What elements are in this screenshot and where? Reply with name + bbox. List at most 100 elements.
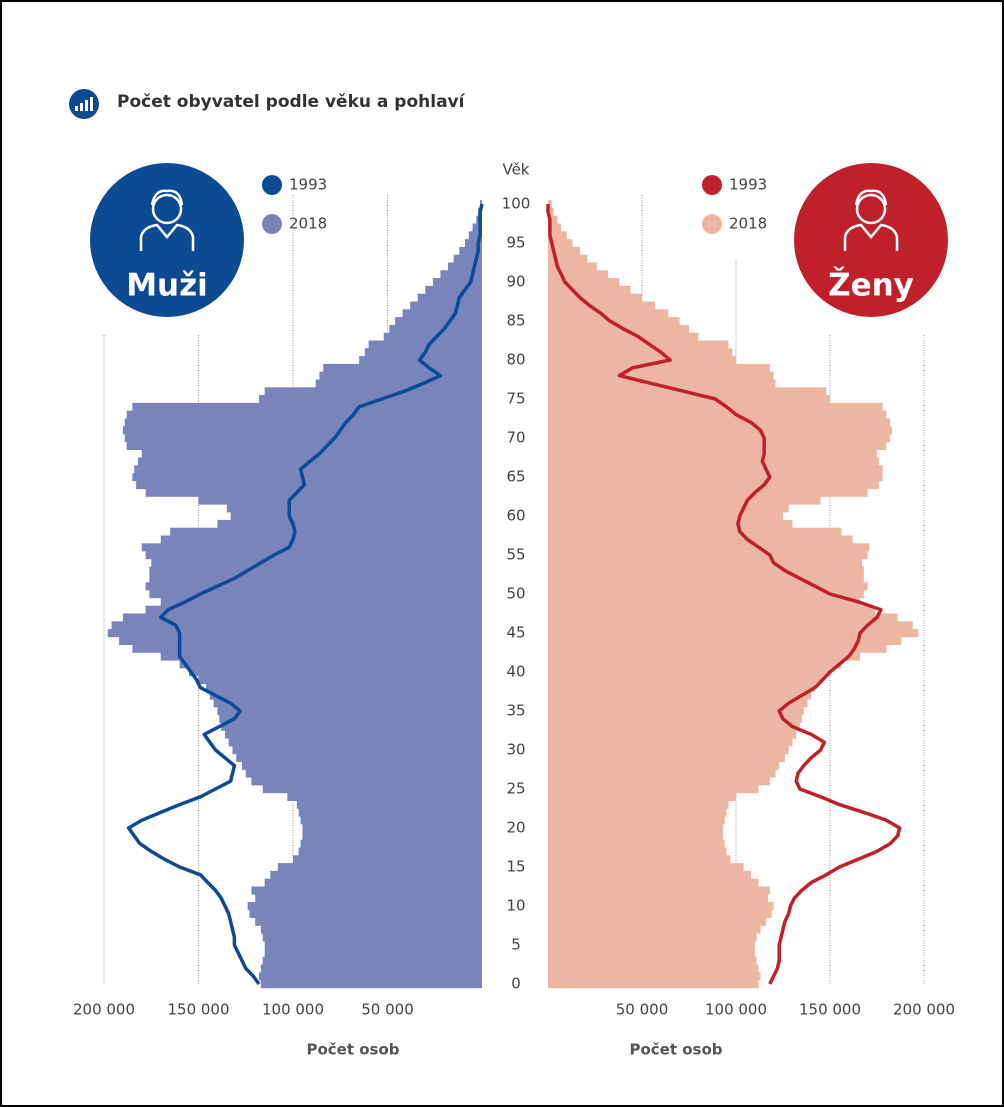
legend-label: 2018 (289, 215, 327, 233)
bar (548, 831, 723, 840)
bar (410, 301, 482, 310)
person-icon (843, 189, 899, 251)
legend-swatch (262, 175, 282, 195)
y-tick-label: 25 (506, 780, 525, 798)
bar (149, 574, 483, 583)
y-tick-label: 50 (506, 585, 525, 603)
bar (209, 691, 482, 700)
y-tick-label: 70 (506, 429, 525, 447)
bar (548, 925, 761, 934)
badge-circle (90, 163, 244, 317)
bar (548, 551, 868, 560)
bar (425, 285, 482, 294)
bar (548, 808, 727, 817)
bar (548, 948, 755, 957)
bar (548, 761, 780, 770)
y-tick-label: 80 (506, 351, 525, 369)
bar (149, 590, 483, 599)
y-tick-label: 55 (506, 546, 525, 564)
bar (368, 340, 482, 349)
bar (262, 956, 482, 965)
bar (319, 371, 482, 380)
bar (298, 808, 482, 817)
bar (402, 309, 482, 318)
y-tick-label: 85 (506, 312, 525, 330)
bar (548, 504, 789, 513)
bar (548, 262, 597, 271)
bar (548, 512, 783, 521)
title-icon (69, 89, 99, 119)
bar (548, 473, 883, 482)
bar (548, 402, 883, 411)
bar (262, 933, 482, 942)
bar (548, 722, 800, 731)
bar (245, 769, 482, 778)
bar (111, 621, 482, 630)
bar (136, 480, 482, 489)
badge-label: Muži (126, 268, 208, 304)
bar (548, 301, 656, 310)
bar (230, 512, 482, 521)
icon-body (139, 223, 195, 251)
bar (548, 207, 554, 216)
bar (260, 980, 482, 989)
bar (198, 496, 482, 505)
bar (548, 746, 789, 755)
bar (548, 870, 752, 879)
y-tick-label: 10 (506, 897, 525, 915)
bar (124, 418, 482, 427)
bar (548, 332, 699, 341)
bar (236, 753, 482, 762)
bar (548, 558, 862, 567)
bar (548, 488, 868, 497)
bar (277, 863, 482, 872)
bar (296, 800, 482, 809)
bar (548, 410, 887, 419)
bar (548, 363, 770, 372)
bar (548, 582, 868, 591)
legend-swatch (262, 214, 282, 234)
bar (548, 660, 842, 669)
y-tick-label: 75 (506, 390, 525, 408)
bar (447, 262, 482, 271)
bar (107, 629, 482, 638)
bar (249, 909, 482, 918)
bar (302, 824, 482, 833)
bar (453, 254, 482, 263)
series-group (107, 200, 484, 989)
icon-head (151, 193, 183, 225)
bar (251, 777, 482, 786)
bar (548, 769, 776, 778)
y-tick-label: 60 (506, 507, 525, 525)
bar (160, 597, 482, 606)
y-tick-label: 90 (506, 273, 525, 291)
legend-label: 1993 (729, 176, 767, 194)
bar (255, 917, 482, 926)
bar (548, 714, 802, 723)
y-tick-label: 0 (511, 975, 521, 993)
bar (548, 535, 853, 544)
line (546, 204, 902, 985)
bar (440, 270, 482, 279)
bar (548, 824, 723, 833)
bar (232, 746, 482, 755)
bar (548, 839, 725, 848)
bar (160, 652, 482, 661)
icon-head (855, 193, 887, 225)
y-tick-label: 65 (506, 468, 525, 486)
x-tick-label: 100 000 (262, 1001, 324, 1019)
bar (548, 847, 727, 856)
bar (548, 785, 759, 794)
bar (126, 410, 483, 419)
bar (548, 636, 902, 645)
bar (141, 449, 483, 458)
bar (548, 777, 770, 786)
person-icon (139, 189, 195, 251)
bar (260, 925, 482, 934)
bar (548, 418, 891, 427)
bar (548, 200, 552, 209)
x-tick-label: 200 000 (893, 1001, 955, 1019)
bar (548, 231, 567, 240)
x-axis-title: Počet osob (629, 1041, 722, 1059)
bar (548, 621, 913, 630)
